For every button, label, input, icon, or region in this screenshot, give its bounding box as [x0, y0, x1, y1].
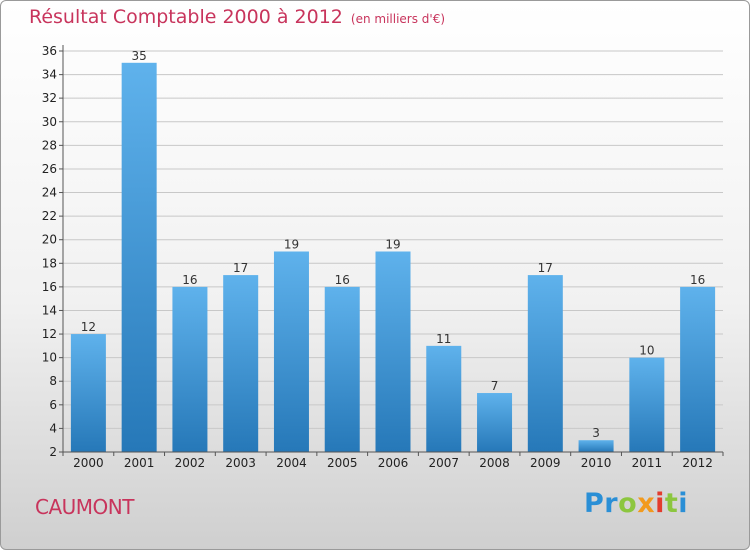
data-label-2002: 16: [182, 273, 197, 287]
bar-2006[interactable]: [375, 251, 411, 453]
data-label-2001: 35: [132, 49, 147, 63]
bar-2002[interactable]: [172, 286, 208, 452]
data-label-2011: 10: [639, 344, 654, 358]
logo-letter-0: P: [584, 488, 605, 519]
x-tick-label-2009: 2009: [530, 456, 561, 470]
proxiti-logo[interactable]: Proxiti: [584, 488, 688, 519]
bar-2010[interactable]: [578, 440, 614, 452]
y-tick-label: 6: [49, 398, 57, 412]
x-tick-label-2008: 2008: [479, 456, 510, 470]
data-label-2000: 12: [81, 320, 96, 334]
y-tick-label: 2: [49, 445, 57, 459]
y-tick-label: 16: [42, 280, 57, 294]
bar-2005[interactable]: [324, 286, 360, 452]
logo-letter-1: r: [604, 488, 619, 519]
bar-2004[interactable]: [273, 251, 309, 453]
bar-2003[interactable]: [223, 275, 259, 452]
data-label-2007: 11: [436, 332, 451, 346]
y-tick-label: 36: [42, 44, 57, 58]
x-tick-label-2005: 2005: [327, 456, 358, 470]
x-tick-label-2007: 2007: [428, 456, 459, 470]
y-tick-label: 26: [42, 162, 57, 176]
city-name: CAUMONT: [35, 495, 134, 519]
data-label-2003: 17: [233, 261, 248, 275]
chart-title: Résultat Comptable 2000 à 2012 (en millie…: [29, 6, 445, 28]
x-tick-label-2010: 2010: [581, 456, 612, 470]
data-label-2010: 3: [592, 426, 600, 440]
bar-2007[interactable]: [426, 345, 462, 452]
logo-letter-2: o: [618, 488, 638, 519]
y-tick-label: 12: [42, 327, 57, 341]
y-tick-label: 18: [42, 256, 57, 270]
y-tick-label: 8: [49, 374, 57, 388]
x-tick-label-2006: 2006: [378, 456, 409, 470]
logo-letter-3: x: [637, 488, 656, 519]
x-tick-label-2003: 2003: [225, 456, 256, 470]
data-label-2012: 16: [690, 273, 705, 287]
y-tick-label: 28: [42, 138, 57, 152]
logo-letter-6: i: [678, 488, 689, 519]
x-tick-label-2002: 2002: [175, 456, 206, 470]
bar-2011[interactable]: [629, 357, 665, 452]
logo-letter-5: t: [664, 488, 679, 519]
data-label-2005: 16: [335, 273, 350, 287]
y-tick-label: 30: [42, 115, 57, 129]
data-label-2004: 19: [284, 238, 299, 252]
y-tick-label: 22: [42, 209, 57, 223]
data-label-2006: 19: [385, 238, 400, 252]
y-tick-label: 14: [42, 303, 57, 317]
bar-2000[interactable]: [70, 334, 106, 452]
y-tick-label: 34: [42, 68, 57, 82]
y-tick-label: 10: [42, 351, 57, 365]
bar-2001[interactable]: [121, 62, 157, 452]
data-label-2009: 17: [538, 261, 553, 275]
y-tick-label: 24: [42, 186, 57, 200]
bar-2012[interactable]: [680, 286, 716, 452]
y-tick-label: 20: [42, 233, 57, 247]
bar-2009[interactable]: [527, 275, 563, 452]
bar-2008[interactable]: [477, 393, 513, 452]
x-tick-label-2011: 2011: [632, 456, 663, 470]
logo-letter-4: i: [655, 488, 665, 519]
x-tick-label-2004: 2004: [276, 456, 307, 470]
x-tick-label-2000: 2000: [73, 456, 104, 470]
chart-subtitle: (en milliers d'€): [350, 12, 446, 26]
x-tick-label-2012: 2012: [682, 456, 713, 470]
x-tick-label-2001: 2001: [124, 456, 155, 470]
y-tick-label: 32: [42, 91, 57, 105]
bars: 12 35 16 17 19 16 19 11 7 17 3 10 16: [70, 49, 716, 453]
y-tick-label: 4: [49, 421, 57, 435]
data-label-2008: 7: [491, 379, 499, 393]
chart-title-text: Résultat Comptable 2000 à 2012: [29, 6, 343, 28]
gridlines: [63, 50, 723, 453]
